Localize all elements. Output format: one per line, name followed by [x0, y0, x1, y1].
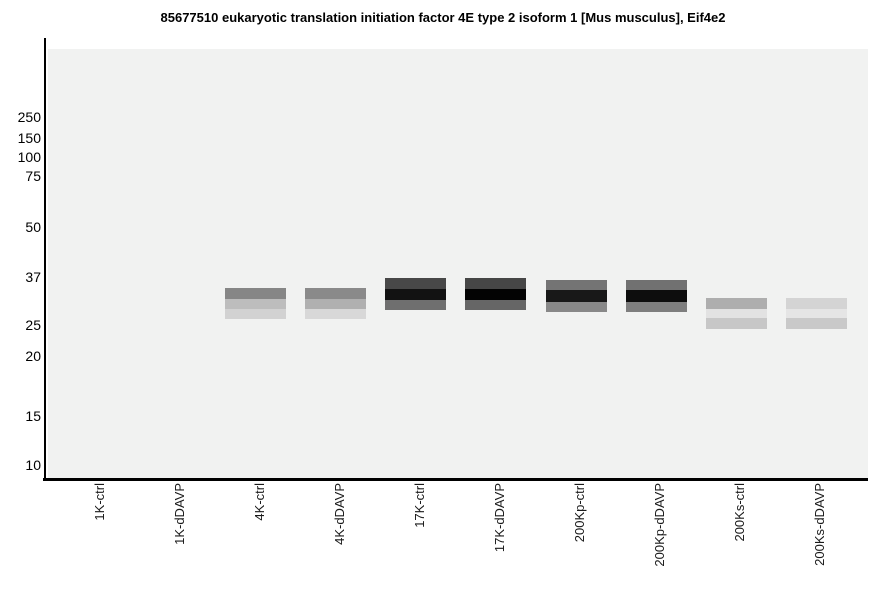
mw-marker-150: 150 [17, 130, 41, 146]
mw-marker-100: 100 [17, 149, 41, 165]
band-200Ks-ctrl [706, 298, 767, 329]
mw-marker-37: 37 [25, 269, 41, 285]
band-stripe [706, 318, 767, 329]
band-stripe [385, 278, 446, 289]
band-4K-dDAVP [305, 288, 366, 319]
mw-marker-50: 50 [25, 219, 41, 235]
lane-label-1K-ctrl: 1K-ctrl [92, 483, 107, 521]
band-stripe [626, 302, 687, 312]
mw-marker-75: 75 [25, 168, 41, 184]
band-stripe [706, 309, 767, 318]
band-stripe [706, 298, 767, 309]
mw-marker-25: 25 [25, 317, 41, 333]
mw-marker-10: 10 [25, 457, 41, 473]
lane-label-200Ks-dDAVP: 200Ks-dDAVP [812, 483, 827, 566]
band-stripe [305, 309, 366, 319]
y-axis-line [44, 38, 46, 481]
mw-marker-250: 250 [17, 109, 41, 125]
band-200Kp-dDAVP [626, 280, 687, 312]
lane-label-17K-dDAVP: 17K-dDAVP [492, 483, 507, 553]
band-stripe [786, 309, 847, 318]
band-stripe [225, 288, 286, 299]
band-17K-dDAVP [465, 278, 526, 310]
lane-label-1K-dDAVP: 1K-dDAVP [172, 483, 187, 545]
figure-title: 85677510 eukaryotic translation initiati… [160, 10, 726, 25]
band-stripe [546, 290, 607, 302]
band-stripe [465, 278, 526, 289]
band-stripe [626, 290, 687, 302]
band-200Ks-dDAVP [786, 298, 847, 329]
band-stripe [385, 300, 446, 310]
mw-marker-20: 20 [25, 348, 41, 364]
lane-label-4K-dDAVP: 4K-dDAVP [332, 483, 347, 545]
band-stripe [225, 309, 286, 319]
lane-label-17K-ctrl: 17K-ctrl [412, 483, 427, 528]
band-200Kp-ctrl [546, 280, 607, 312]
lane-label-200Kp-dDAVP: 200Kp-dDAVP [652, 483, 667, 567]
band-stripe [546, 280, 607, 290]
mw-marker-15: 15 [25, 408, 41, 424]
band-4K-ctrl [225, 288, 286, 319]
band-17K-ctrl [385, 278, 446, 310]
x-axis-line [43, 478, 868, 481]
band-stripe [305, 288, 366, 299]
band-stripe [626, 280, 687, 290]
band-stripe [225, 299, 286, 309]
plot-area [48, 49, 868, 478]
lane-label-4K-ctrl: 4K-ctrl [252, 483, 267, 521]
band-stripe [786, 298, 847, 309]
band-stripe [385, 289, 446, 300]
band-stripe [465, 289, 526, 300]
band-stripe [546, 302, 607, 312]
lane-label-200Kp-ctrl: 200Kp-ctrl [572, 483, 587, 543]
lane-label-200Ks-ctrl: 200Ks-ctrl [732, 483, 747, 542]
band-stripe [305, 299, 366, 309]
band-stripe [786, 318, 847, 329]
band-stripe [465, 300, 526, 310]
